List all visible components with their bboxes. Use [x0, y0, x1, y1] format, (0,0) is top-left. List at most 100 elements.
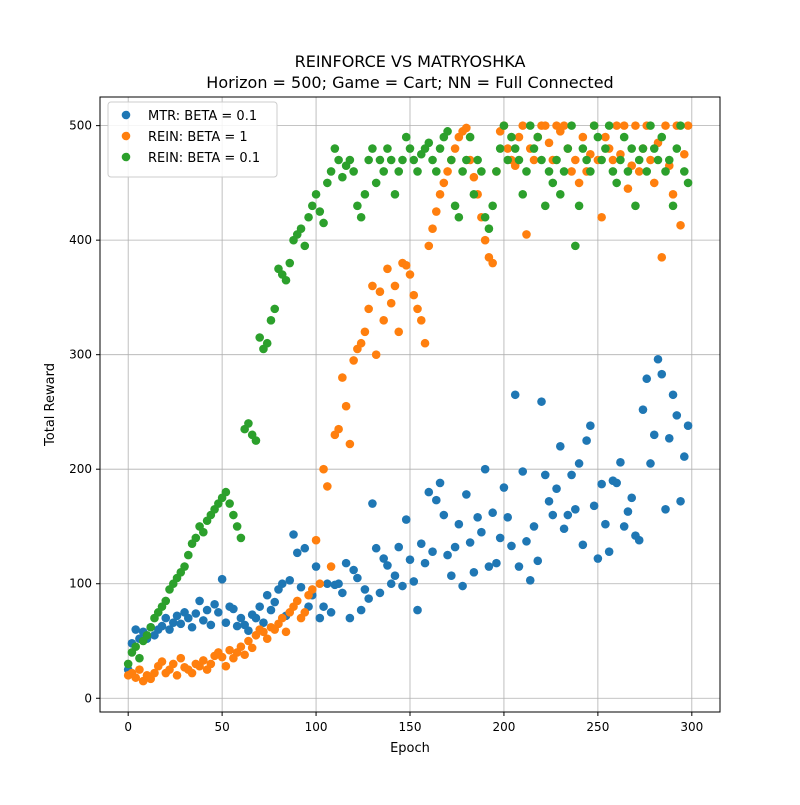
scatter-point-series-2: [672, 144, 682, 153]
scatter-point-series-0: [405, 555, 415, 564]
scatter-point-series-0: [289, 530, 298, 539]
scatter-point-series-2: [300, 241, 310, 251]
scatter-point-series-1: [368, 281, 377, 291]
scatter-point-series-1: [311, 535, 321, 545]
scatter-point-series-0: [664, 433, 674, 443]
scatter-point-series-0: [443, 550, 452, 560]
scatter-point-series-2: [589, 121, 599, 130]
scatter-point-series-1: [567, 167, 576, 176]
scatter-point-series-2: [334, 155, 343, 165]
scatter-point-series-2: [507, 132, 516, 142]
scatter-point-series-1: [668, 190, 678, 199]
scatter-point-series-2: [634, 155, 644, 165]
legend-marker: [121, 152, 131, 162]
scatter-point-series-2: [364, 155, 373, 165]
scatter-point-series-1: [401, 261, 411, 270]
scatter-point-series-0: [341, 558, 351, 568]
scatter-point-series-2: [492, 167, 501, 176]
scatter-point-series-0: [296, 582, 306, 592]
scatter-point-series-1: [522, 230, 531, 239]
scatter-point-series-2: [232, 522, 242, 531]
scatter-point-series-0: [454, 519, 464, 529]
scatter-point-series-2: [311, 190, 321, 199]
scatter-point-series-2: [447, 155, 456, 165]
scatter-point-series-2: [315, 207, 325, 216]
scatter-point-series-0: [371, 543, 381, 553]
scatter-point-series-2: [353, 201, 362, 211]
scatter-point-series-0: [507, 541, 516, 551]
scatter-point-series-0: [255, 602, 264, 611]
scatter-point-series-1: [544, 138, 554, 148]
scatter-point-series-0: [262, 590, 272, 600]
scatter-point-series-0: [586, 421, 595, 430]
scatter-point-series-0: [424, 487, 434, 497]
scatter-point-series-0: [522, 537, 531, 546]
scatter-point-series-1: [529, 155, 539, 165]
scatter-point-series-1: [503, 144, 512, 153]
scatter-point-series-2: [627, 144, 636, 153]
scatter-point-series-0: [563, 510, 573, 520]
scatter-point-series-2: [383, 144, 392, 153]
x-tick-label: 50: [214, 720, 229, 734]
scatter-point-series-1: [176, 653, 186, 663]
scatter-point-series-1: [259, 627, 268, 637]
scatter-point-series-1: [428, 224, 437, 233]
scatter-point-series-0: [244, 626, 253, 635]
scatter-point-series-2: [661, 167, 670, 176]
scatter-point-series-2: [552, 155, 561, 165]
scatter-point-series-0: [199, 616, 208, 625]
scatter-point-series-0: [435, 478, 445, 488]
scatter-point-series-2: [668, 201, 678, 211]
scatter-point-series-2: [619, 132, 629, 142]
scatter-point-series-0: [368, 499, 377, 508]
legend-box: [107, 101, 278, 178]
scatter-point-series-2: [586, 167, 595, 176]
scatter-point-series-2: [146, 622, 156, 632]
scatter-point-series-1: [308, 585, 317, 594]
scatter-point-series-2: [236, 533, 246, 543]
scatter-point-series-2: [525, 121, 535, 130]
scatter-point-series-1: [661, 121, 670, 130]
scatter-point-series-0: [277, 579, 287, 589]
scatter-point-series-0: [462, 490, 471, 499]
scatter-point-series-2: [454, 212, 464, 222]
scatter-point-series-1: [601, 132, 610, 142]
scatter-point-series-2: [604, 121, 614, 130]
scatter-point-series-1: [172, 671, 182, 680]
scatter-point-series-2: [571, 241, 580, 251]
scatter-point-series-0: [398, 581, 407, 591]
scatter-point-series-2: [304, 212, 313, 222]
scatter-point-series-2: [435, 144, 445, 153]
scatter-point-series-0: [383, 561, 392, 570]
scatter-point-series-1: [247, 643, 257, 653]
scatter-point-series-0: [495, 533, 505, 543]
scatter-point-series-2: [296, 224, 306, 233]
scatter-point-series-0: [364, 594, 373, 603]
scatter-point-series-2: [330, 144, 340, 153]
scatter-point-series-0: [432, 495, 441, 505]
scatter-point-series-0: [480, 464, 490, 474]
scatter-point-series-2: [319, 218, 328, 228]
scatter-point-series-0: [458, 581, 467, 591]
scatter-point-series-2: [465, 132, 475, 142]
scatter-point-series-0: [315, 613, 325, 623]
scatter-point-series-1: [326, 562, 336, 571]
scatter-point-series-2: [638, 144, 648, 153]
y-tick-label: 0: [84, 691, 92, 705]
scatter-point-series-2: [518, 190, 528, 199]
scatter-point-series-1: [409, 290, 419, 300]
scatter-point-series-0: [172, 611, 182, 621]
scatter-point-series-0: [473, 513, 482, 522]
scatter-point-series-2: [390, 190, 400, 199]
scatter-point-series-1: [646, 155, 655, 165]
data-points: [123, 121, 693, 686]
scatter-point-series-0: [176, 619, 186, 629]
scatter-point-series-0: [533, 556, 543, 566]
scatter-point-series-2: [657, 132, 667, 142]
scatter-point-series-1: [240, 650, 249, 660]
legend-label: REIN: BETA = 1: [148, 130, 248, 145]
scatter-point-series-0: [465, 538, 475, 547]
scatter-point-series-2: [608, 167, 618, 176]
scatter-point-series-2: [623, 167, 633, 176]
scatter-point-series-0: [484, 562, 494, 571]
